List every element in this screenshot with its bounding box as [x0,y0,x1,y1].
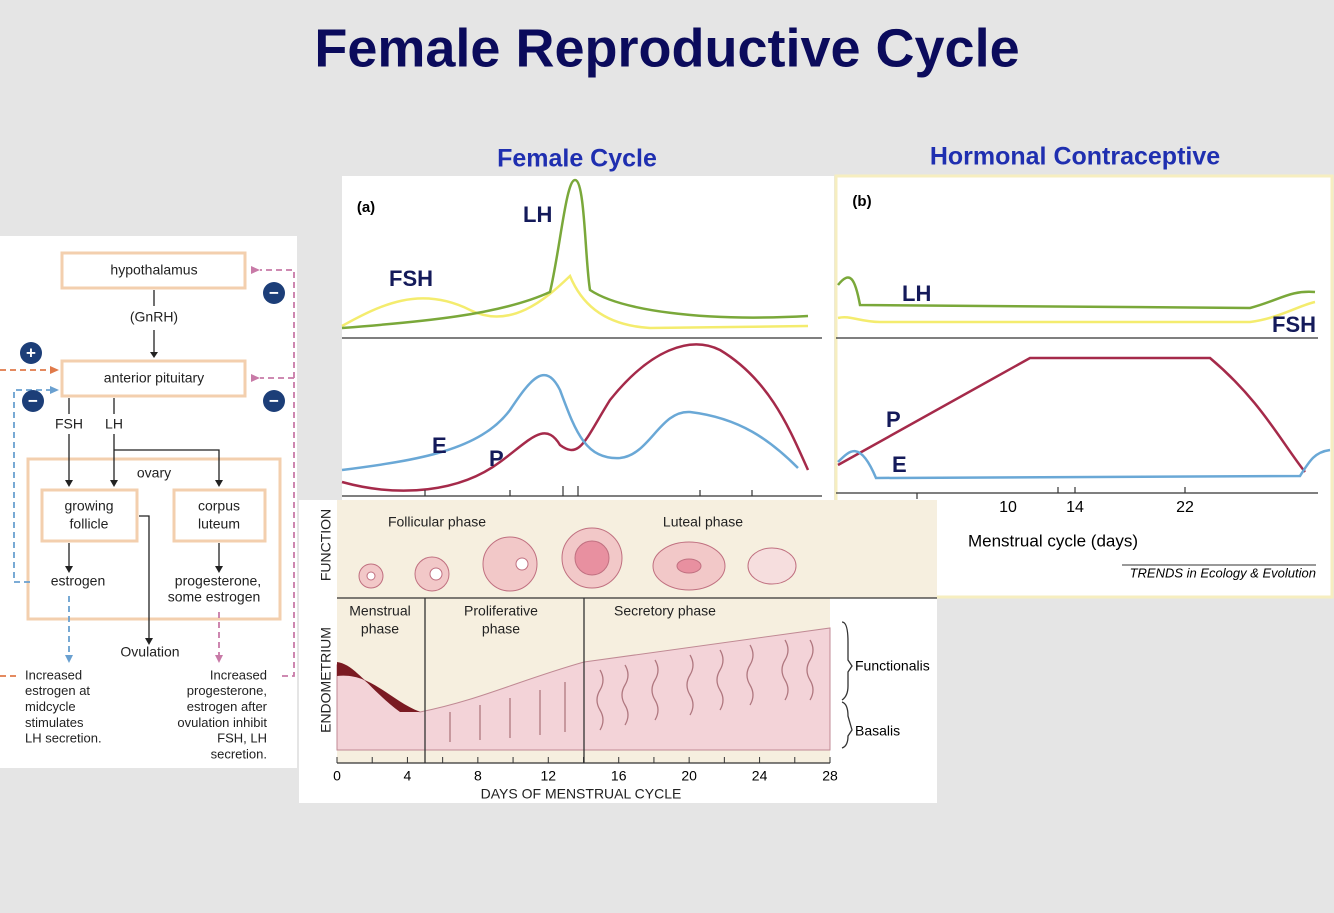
phase-label: Luteal phase [663,514,743,530]
node-label: FSH [55,416,83,432]
menstrual-lining [337,662,420,712]
node-label: Ovulation [120,644,179,660]
note-line: midcycle [25,699,76,714]
phase-label: Secretory phase [614,603,716,619]
curve-label: FSH [389,266,433,291]
tick-label: 4 [404,768,412,784]
curve-label: LH [523,202,552,227]
tick-label: 0 [333,768,341,784]
note-line: progesterone, [187,683,267,698]
layer-label: Basalis [855,723,900,739]
node-label: ovary [137,465,171,481]
tick-label: 28 [822,768,838,784]
layer-label: Functionalis [855,658,930,674]
curve-label: P [489,446,504,471]
tick-label: 8 [474,768,482,784]
curve-label: P [886,407,901,432]
tick-label: 10 [999,499,1017,516]
panel-label: (a) [357,199,375,216]
curve-label: E [892,452,907,477]
tick-label: 22 [1176,499,1194,516]
tick-label: 16 [611,768,627,784]
curve-label: LH [902,281,931,306]
node-label: LH [105,416,123,432]
node-label: estrogen [51,573,105,589]
node-label: progesterone, [175,573,261,589]
node-label: hypothalamus [110,262,197,278]
flowchart: − + − − hypothalamus (GnRH) anterior pit… [0,251,295,761]
panel-a-curves [341,178,822,497]
sign: − [269,391,279,410]
axis-label: Menstrual cycle (days) [968,531,1138,550]
sign: − [28,391,38,410]
panel-b-curves [836,276,1331,566]
curve-label: FSH [1272,312,1316,337]
note-line: LH secretion. [25,731,102,746]
slide-title: Female Reproductive Cycle [314,18,1019,78]
node-label: some estrogen [168,589,261,605]
note-line: stimulates [25,715,84,730]
flowchart-panel [0,236,297,768]
curve-label: E [432,433,447,458]
panel-label: (b) [852,193,871,210]
node-label: growing [64,498,113,514]
phase-label: phase [482,621,520,637]
panel-heading: Female Cycle [497,145,657,173]
note-line: secretion. [211,746,267,761]
gland-pattern [449,639,814,742]
note-line: Increased [210,667,267,682]
note-line: Increased [25,667,82,682]
note-line: FSH, LH [217,731,267,746]
note-line: estrogen after [187,699,268,714]
side-label: FUNCTION [318,509,334,581]
tick-label: 14 [1066,499,1084,516]
follicle-icons [358,527,797,592]
sign: + [26,343,36,362]
panel-heading: Hormonal Contraceptive [930,143,1220,171]
node-label: luteum [198,516,240,532]
axis-label: DAYS OF MENSTRUAL CYCLE [481,786,682,802]
phase-label: Menstrual [349,603,410,619]
node-label: (GnRH) [130,309,178,325]
tick-label: 12 [540,768,556,784]
tick-label: 24 [752,768,768,784]
node-label: follicle [70,516,109,532]
phase-label: phase [361,621,399,637]
phase-label: Proliferative [464,603,538,619]
credit: TRENDS in Ecology & Evolution [1130,565,1316,580]
phase-label: Follicular phase [388,514,486,530]
node-label: corpus [198,498,240,514]
sign: − [269,283,279,302]
node-label: anterior pituitary [104,370,204,386]
tick-label: 20 [681,768,697,784]
side-label: ENDOMETRIUM [318,627,334,733]
note-line: ovulation inhibit [177,715,267,730]
note-line: estrogen at [25,683,90,698]
